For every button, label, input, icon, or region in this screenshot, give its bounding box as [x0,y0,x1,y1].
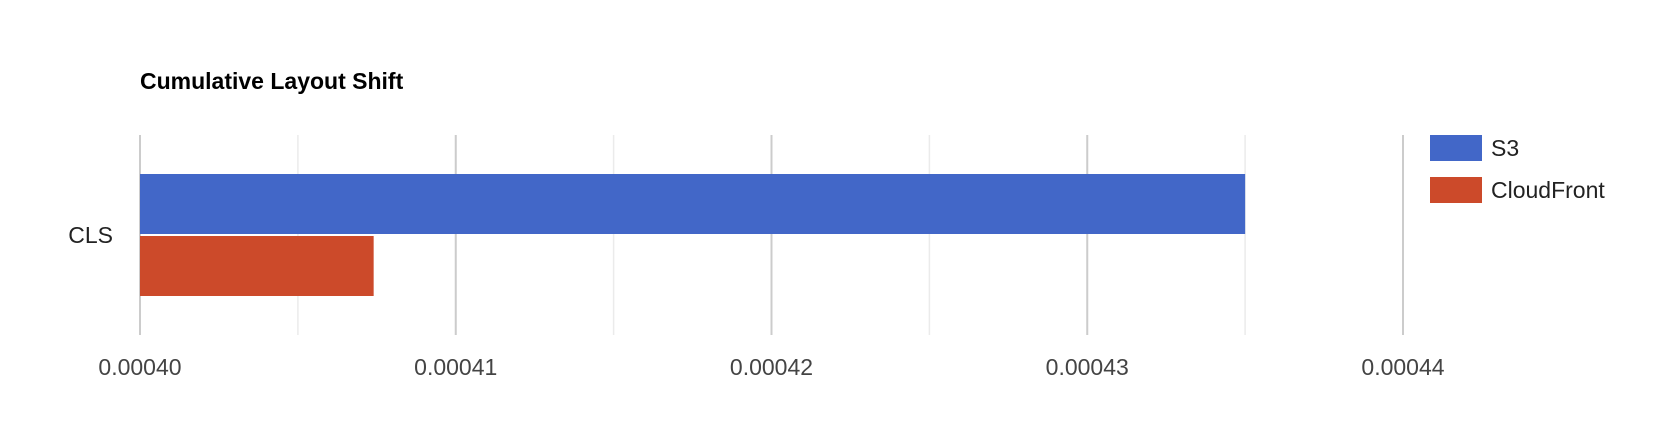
y-axis: CLS [68,222,113,248]
legend-label-cloudfront: CloudFront [1491,177,1605,203]
x-tick-label: 0.00042 [730,354,813,380]
x-tick-label: 0.00040 [98,354,181,380]
gridlines [139,135,1404,335]
bars [140,174,1246,296]
legend-label-s3: S3 [1491,135,1519,161]
legend-swatch-s3 [1430,135,1482,161]
x-tick-label: 0.00044 [1361,354,1444,380]
legend: S3 CloudFront [1430,135,1605,203]
legend-swatch-cloudfront [1430,177,1482,203]
bar-s3 [140,174,1246,234]
x-tick-label: 0.00043 [1046,354,1129,380]
x-axis: 0.00040 0.00041 0.00042 0.00043 0.00044 [98,354,1444,380]
chart-title: Cumulative Layout Shift [140,68,404,94]
x-tick-label: 0.00041 [414,354,497,380]
category-label: CLS [68,222,113,248]
bar-cloudfront [140,236,374,296]
